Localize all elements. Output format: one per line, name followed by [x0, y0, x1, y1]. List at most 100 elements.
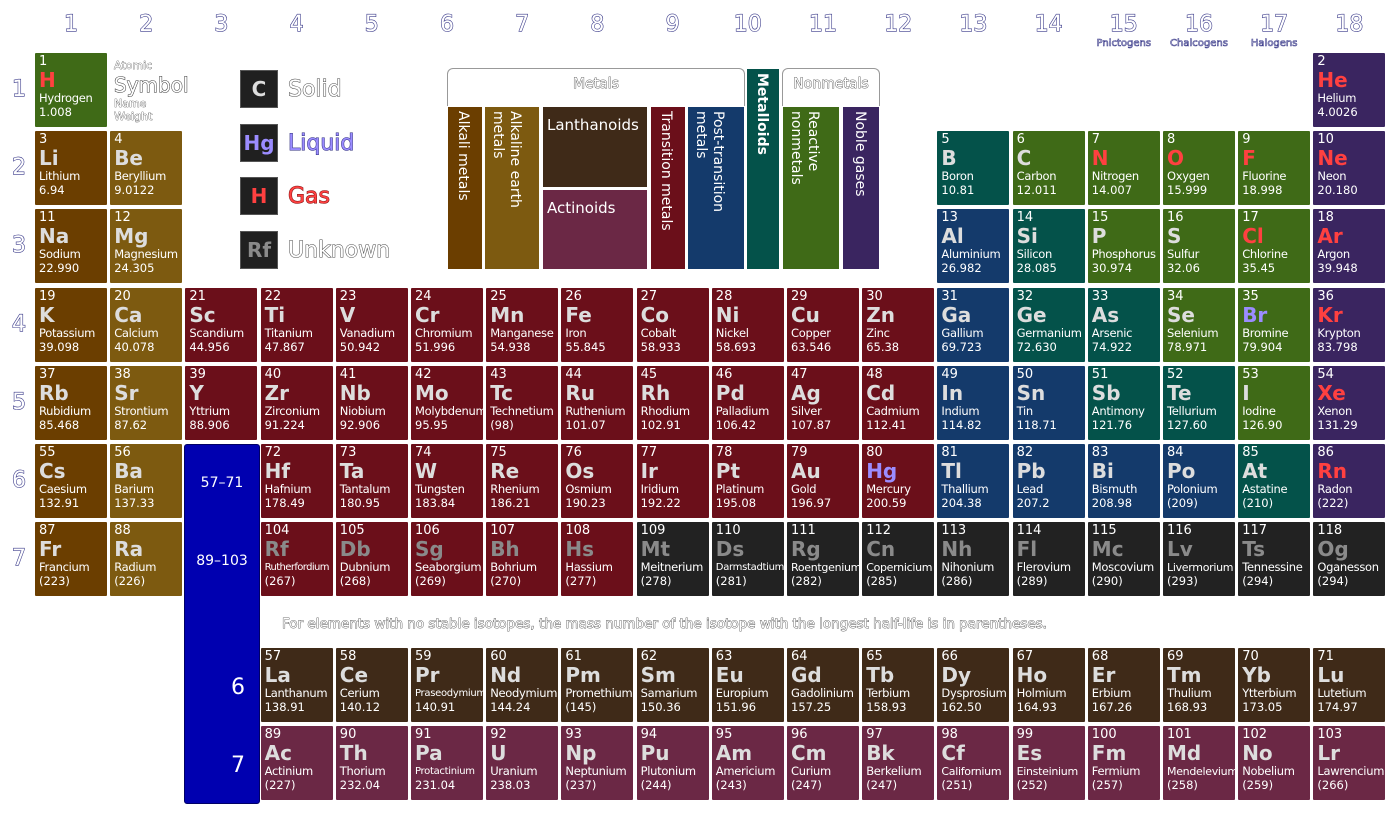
element-lu[interactable]: 71 Lu Lutetium 174.97	[1313, 648, 1386, 722]
element-sc[interactable]: 21 Sc Scandium 44.956	[185, 288, 258, 362]
element-ne[interactable]: 10 Ne Neon 20.180	[1313, 131, 1386, 205]
element-cm[interactable]: 96 Cm Curium (247)	[787, 726, 859, 800]
element-es[interactable]: 99 Es Einsteinium (252)	[1012, 726, 1085, 800]
element-k[interactable]: 19 K Potassium 39.098	[35, 288, 107, 362]
element-hs[interactable]: 108 Hs Hassium (277)	[561, 522, 634, 596]
element-he[interactable]: 2 He Helium 4.0026	[1313, 53, 1386, 127]
element-ru[interactable]: 44 Ru Ruthenium 101.07	[561, 366, 634, 440]
element-dy[interactable]: 66 Dy Dysprosium 162.50	[937, 648, 1010, 722]
element-ba[interactable]: 56 Ba Barium 137.33	[110, 444, 183, 518]
element-mn[interactable]: 25 Mn Manganese 54.938	[486, 288, 559, 362]
element-co[interactable]: 27 Co Cobalt 58.933	[636, 288, 709, 362]
element-la[interactable]: 57 La Lanthanum 138.91	[260, 648, 333, 722]
element-re[interactable]: 75 Re Rhenium 186.21	[486, 444, 559, 518]
element-tb[interactable]: 65 Tb Terbium 158.93	[862, 648, 935, 722]
element-yb[interactable]: 70 Yb Ytterbium 173.05	[1238, 648, 1311, 722]
element-w[interactable]: 74 W Tungsten 183.84	[411, 444, 483, 518]
element-fm[interactable]: 100 Fm Fermium (257)	[1087, 726, 1160, 800]
element-at[interactable]: 85 At Astatine (210)	[1238, 444, 1311, 518]
element-te[interactable]: 52 Te Tellurium 127.60	[1163, 366, 1235, 440]
element-mc[interactable]: 115 Mc Moscovium (290)	[1087, 522, 1160, 596]
element-fl[interactable]: 114 Fl Flerovium (289)	[1012, 522, 1085, 596]
element-md[interactable]: 101 Md Mendelevium (258)	[1163, 726, 1235, 800]
element-fe[interactable]: 26 Fe Iron 55.845	[561, 288, 634, 362]
element-cf[interactable]: 98 Cf Californium (251)	[937, 726, 1010, 800]
element-n[interactable]: 7 N Nitrogen 14.007	[1087, 131, 1160, 205]
element-rb[interactable]: 37 Rb Rubidium 85.468	[35, 366, 107, 440]
element-os[interactable]: 76 Os Osmium 190.23	[561, 444, 634, 518]
element-hg[interactable]: 80 Hg Mercury 200.59	[862, 444, 935, 518]
element-p[interactable]: 15 P Phosphorus 30.974	[1087, 209, 1160, 283]
element-sn[interactable]: 50 Sn Tin 118.71	[1012, 366, 1085, 440]
element-rf[interactable]: 104 Rf Rutherfordium (267)	[260, 522, 333, 596]
element-s[interactable]: 16 S Sulfur 32.06	[1163, 209, 1235, 283]
element-ar[interactable]: 18 Ar Argon 39.948	[1313, 209, 1386, 283]
element-ce[interactable]: 58 Ce Cerium 140.12	[335, 648, 408, 722]
element-na[interactable]: 11 Na Sodium 22.990	[35, 209, 107, 283]
element-th[interactable]: 90 Th Thorium 232.04	[335, 726, 408, 800]
element-v[interactable]: 23 V Vanadium 50.942	[335, 288, 408, 362]
element-pr[interactable]: 59 Pr Praseodymium 140.91	[411, 648, 483, 722]
element-cn[interactable]: 112 Cn Copernicium (285)	[862, 522, 935, 596]
element-ds[interactable]: 110 Ds Darmstadtium (281)	[711, 522, 784, 596]
element-mo[interactable]: 42 Mo Molybdenum 95.95	[411, 366, 483, 440]
element-pm[interactable]: 61 Pm Promethium (145)	[561, 648, 634, 722]
element-lr[interactable]: 103 Lr Lawrencium (266)	[1313, 726, 1386, 800]
element-sb[interactable]: 51 Sb Antimony 121.76	[1087, 366, 1160, 440]
element-pt[interactable]: 78 Pt Platinum 195.08	[711, 444, 784, 518]
element-ni[interactable]: 28 Ni Nickel 58.693	[711, 288, 784, 362]
element-xe[interactable]: 54 Xe Xenon 131.29	[1313, 366, 1386, 440]
element-bk[interactable]: 97 Bk Berkelium (247)	[862, 726, 935, 800]
element-zn[interactable]: 30 Zn Zinc 65.38	[862, 288, 935, 362]
element-li[interactable]: 3 Li Lithium 6.94	[35, 131, 107, 205]
element-lv[interactable]: 116 Lv Livermorium (293)	[1163, 522, 1235, 596]
element-og[interactable]: 118 Og Oganesson (294)	[1313, 522, 1386, 596]
element-se[interactable]: 34 Se Selenium 78.971	[1163, 288, 1235, 362]
element-bh[interactable]: 107 Bh Bohrium (270)	[486, 522, 559, 596]
element-cu[interactable]: 29 Cu Copper 63.546	[787, 288, 859, 362]
element-pu[interactable]: 94 Pu Plutonium (244)	[636, 726, 709, 800]
element-tl[interactable]: 81 Tl Thallium 204.38	[937, 444, 1010, 518]
element-ag[interactable]: 47 Ag Silver 107.87	[787, 366, 859, 440]
element-cl[interactable]: 17 Cl Chlorine 35.45	[1238, 209, 1311, 283]
element-ge[interactable]: 32 Ge Germanium 72.630	[1012, 288, 1085, 362]
element-zr[interactable]: 40 Zr Zirconium 91.224	[260, 366, 333, 440]
element-mt[interactable]: 109 Mt Meitnerium (278)	[636, 522, 709, 596]
element-cr[interactable]: 24 Cr Chromium 51.996	[411, 288, 483, 362]
element-np[interactable]: 93 Np Neptunium (237)	[561, 726, 634, 800]
element-pb[interactable]: 82 Pb Lead 207.2	[1012, 444, 1085, 518]
element-er[interactable]: 68 Er Erbium 167.26	[1087, 648, 1160, 722]
element-be[interactable]: 4 Be Beryllium 9.0122	[110, 131, 183, 205]
element-pa[interactable]: 91 Pa Protactinium 231.04	[411, 726, 483, 800]
element-ts[interactable]: 117 Ts Tennessine (294)	[1238, 522, 1311, 596]
element-sg[interactable]: 106 Sg Seaborgium (269)	[411, 522, 483, 596]
element-f[interactable]: 9 F Fluorine 18.998	[1238, 131, 1311, 205]
element-rn[interactable]: 86 Rn Radon (222)	[1313, 444, 1386, 518]
element-ir[interactable]: 77 Ir Iridium 192.22	[636, 444, 709, 518]
element-nd[interactable]: 60 Nd Neodymium 144.24	[486, 648, 559, 722]
element-po[interactable]: 84 Po Polonium (209)	[1163, 444, 1235, 518]
element-kr[interactable]: 36 Kr Krypton 83.798	[1313, 288, 1386, 362]
element-ac[interactable]: 89 Ac Actinium (227)	[260, 726, 333, 800]
element-si[interactable]: 14 Si Silicon 28.085	[1012, 209, 1085, 283]
element-i[interactable]: 53 I Iodine 126.90	[1238, 366, 1311, 440]
element-pd[interactable]: 46 Pd Palladium 106.42	[711, 366, 784, 440]
element-ho[interactable]: 67 Ho Holmium 164.93	[1012, 648, 1085, 722]
element-ta[interactable]: 73 Ta Tantalum 180.95	[335, 444, 408, 518]
element-rg[interactable]: 111 Rg Roentgenium (282)	[787, 522, 859, 596]
element-db[interactable]: 105 Db Dubnium (268)	[335, 522, 408, 596]
element-hf[interactable]: 72 Hf Hafnium 178.49	[260, 444, 333, 518]
element-br[interactable]: 35 Br Bromine 79.904	[1238, 288, 1311, 362]
element-nb[interactable]: 41 Nb Niobium 92.906	[335, 366, 408, 440]
element-o[interactable]: 8 O Oxygen 15.999	[1163, 131, 1235, 205]
element-as[interactable]: 33 As Arsenic 74.922	[1087, 288, 1160, 362]
element-b[interactable]: 5 B Boron 10.81	[937, 131, 1010, 205]
element-tc[interactable]: 43 Tc Technetium (98)	[486, 366, 559, 440]
element-gd[interactable]: 64 Gd Gadolinium 157.25	[787, 648, 859, 722]
element-mg[interactable]: 12 Mg Magnesium 24.305	[110, 209, 183, 283]
element-y[interactable]: 39 Y Yttrium 88.906	[185, 366, 258, 440]
element-ca[interactable]: 20 Ca Calcium 40.078	[110, 288, 183, 362]
element-nh[interactable]: 113 Nh Nihonium (286)	[937, 522, 1010, 596]
element-u[interactable]: 92 U Uranium 238.03	[486, 726, 559, 800]
element-tm[interactable]: 69 Tm Thulium 168.93	[1163, 648, 1235, 722]
